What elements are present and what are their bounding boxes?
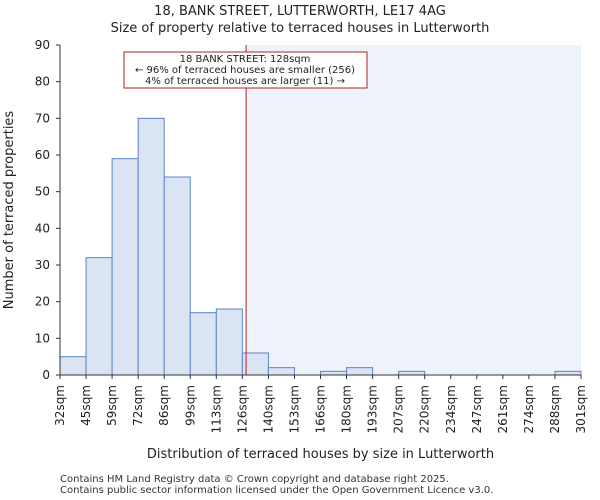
x-tick-label: 59sqm xyxy=(105,385,119,426)
y-tick-label: 30 xyxy=(35,258,50,272)
histogram-bar xyxy=(320,370,348,376)
x-tick-label: 301sqm xyxy=(574,385,588,433)
x-tick-label: 180sqm xyxy=(340,385,354,433)
x-tick-label: 234sqm xyxy=(444,385,458,433)
x-tick-label: 288sqm xyxy=(548,385,562,433)
chart-title: 18, BANK STREET, LUTTERWORTH, LE17 4AG xyxy=(154,4,446,19)
footer-line-1: Contains HM Land Registry data © Crown c… xyxy=(60,474,449,485)
histogram-bar xyxy=(137,117,165,376)
histogram-bar xyxy=(215,308,243,376)
histogram-bar xyxy=(346,367,374,376)
y-tick-label: 60 xyxy=(35,148,50,162)
x-tick-label: 207sqm xyxy=(392,385,406,433)
y-tick-label: 50 xyxy=(35,185,50,199)
x-tick-label: 99sqm xyxy=(183,385,197,426)
annotation-box xyxy=(123,51,368,89)
histogram-bar xyxy=(163,176,191,376)
x-tick-label: 166sqm xyxy=(314,385,328,433)
y-tick-label: 10 xyxy=(35,331,50,345)
x-tick-label: 153sqm xyxy=(287,385,301,433)
x-tick-label: 140sqm xyxy=(261,385,275,433)
x-tick-label: 32sqm xyxy=(53,385,67,426)
histogram-bar xyxy=(85,257,113,376)
x-tick-label: 72sqm xyxy=(131,385,145,426)
x-tick-label: 126sqm xyxy=(235,385,249,433)
histogram-bar xyxy=(59,356,87,376)
y-tick-label: 80 xyxy=(35,75,50,89)
x-tick-label: 274sqm xyxy=(522,385,536,433)
x-tick-label: 261sqm xyxy=(496,385,510,433)
y-tick-label: 90 xyxy=(35,38,50,52)
x-tick-label: 247sqm xyxy=(470,385,484,433)
larger-region-highlight xyxy=(246,45,582,375)
x-tick-label: 113sqm xyxy=(209,385,223,433)
histogram-bar xyxy=(267,367,295,376)
histogram-bar xyxy=(554,370,582,376)
histogram-bar xyxy=(111,158,139,376)
y-tick-label: 40 xyxy=(35,221,50,235)
y-tick-label: 70 xyxy=(35,111,50,125)
x-axis-title: Distribution of terraced houses by size … xyxy=(147,447,494,462)
y-axis-title: Number of terraced properties xyxy=(2,111,17,310)
y-tick-label: 20 xyxy=(35,295,50,309)
y-tick-label: 0 xyxy=(42,368,50,382)
x-tick-label: 45sqm xyxy=(79,385,93,426)
x-tick-label: 193sqm xyxy=(366,385,380,433)
x-tick-label: 220sqm xyxy=(418,385,432,433)
x-tick-label: 86sqm xyxy=(157,385,171,426)
annotation-line-1: 18 BANK STREET: 128sqm xyxy=(180,54,311,65)
histogram-bar xyxy=(189,312,217,376)
annotation-line-3: 4% of terraced houses are larger (11) → xyxy=(145,76,345,87)
annotation-line-2: ← 96% of terraced houses are smaller (25… xyxy=(135,65,355,76)
footer-line-2: Contains public sector information licen… xyxy=(60,485,494,496)
histogram-bar xyxy=(398,370,426,376)
chart-subtitle: Size of property relative to terraced ho… xyxy=(110,21,490,36)
